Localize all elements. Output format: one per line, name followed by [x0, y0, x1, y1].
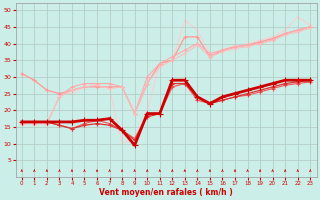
X-axis label: Vent moyen/en rafales ( km/h ): Vent moyen/en rafales ( km/h ) — [99, 188, 233, 197]
